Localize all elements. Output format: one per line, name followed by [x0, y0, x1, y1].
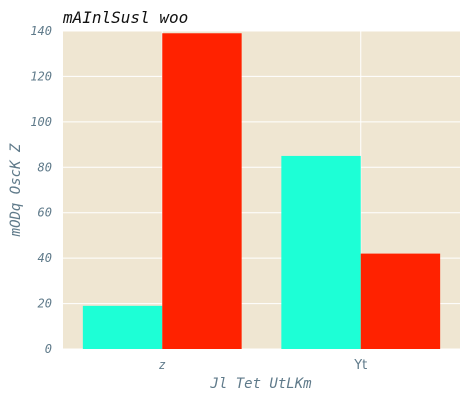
bar-z-series-2 — [162, 33, 242, 350]
x-tick-labels: z Yt — [159, 358, 368, 373]
y-tick-label: 40 — [38, 251, 52, 265]
bar-z-series-1 — [82, 305, 163, 349]
x-axis-label: Jl Tet UtLKm — [209, 376, 312, 392]
y-tick-label: 20 — [38, 297, 52, 311]
y-tick-labels: 0 20 40 60 80 100 120 140 — [30, 24, 52, 356]
y-tick-label: 0 — [45, 342, 52, 356]
bar-Yt-series-2 — [360, 253, 441, 349]
y-tick-label: 100 — [30, 115, 52, 129]
y-axis-label: mODq OscK Z — [8, 143, 24, 237]
y-tick-label: 60 — [38, 206, 52, 220]
y-tick-label: 140 — [30, 24, 52, 38]
x-tick-label: Yt — [353, 358, 367, 373]
bars — [82, 33, 441, 350]
bar-Yt-series-1 — [281, 155, 361, 349]
y-tick-label: 120 — [30, 69, 52, 83]
x-tick-label: z — [159, 358, 166, 372]
chart-title: mAInlSusl woo — [62, 8, 188, 27]
y-tick-label: 80 — [38, 160, 52, 174]
